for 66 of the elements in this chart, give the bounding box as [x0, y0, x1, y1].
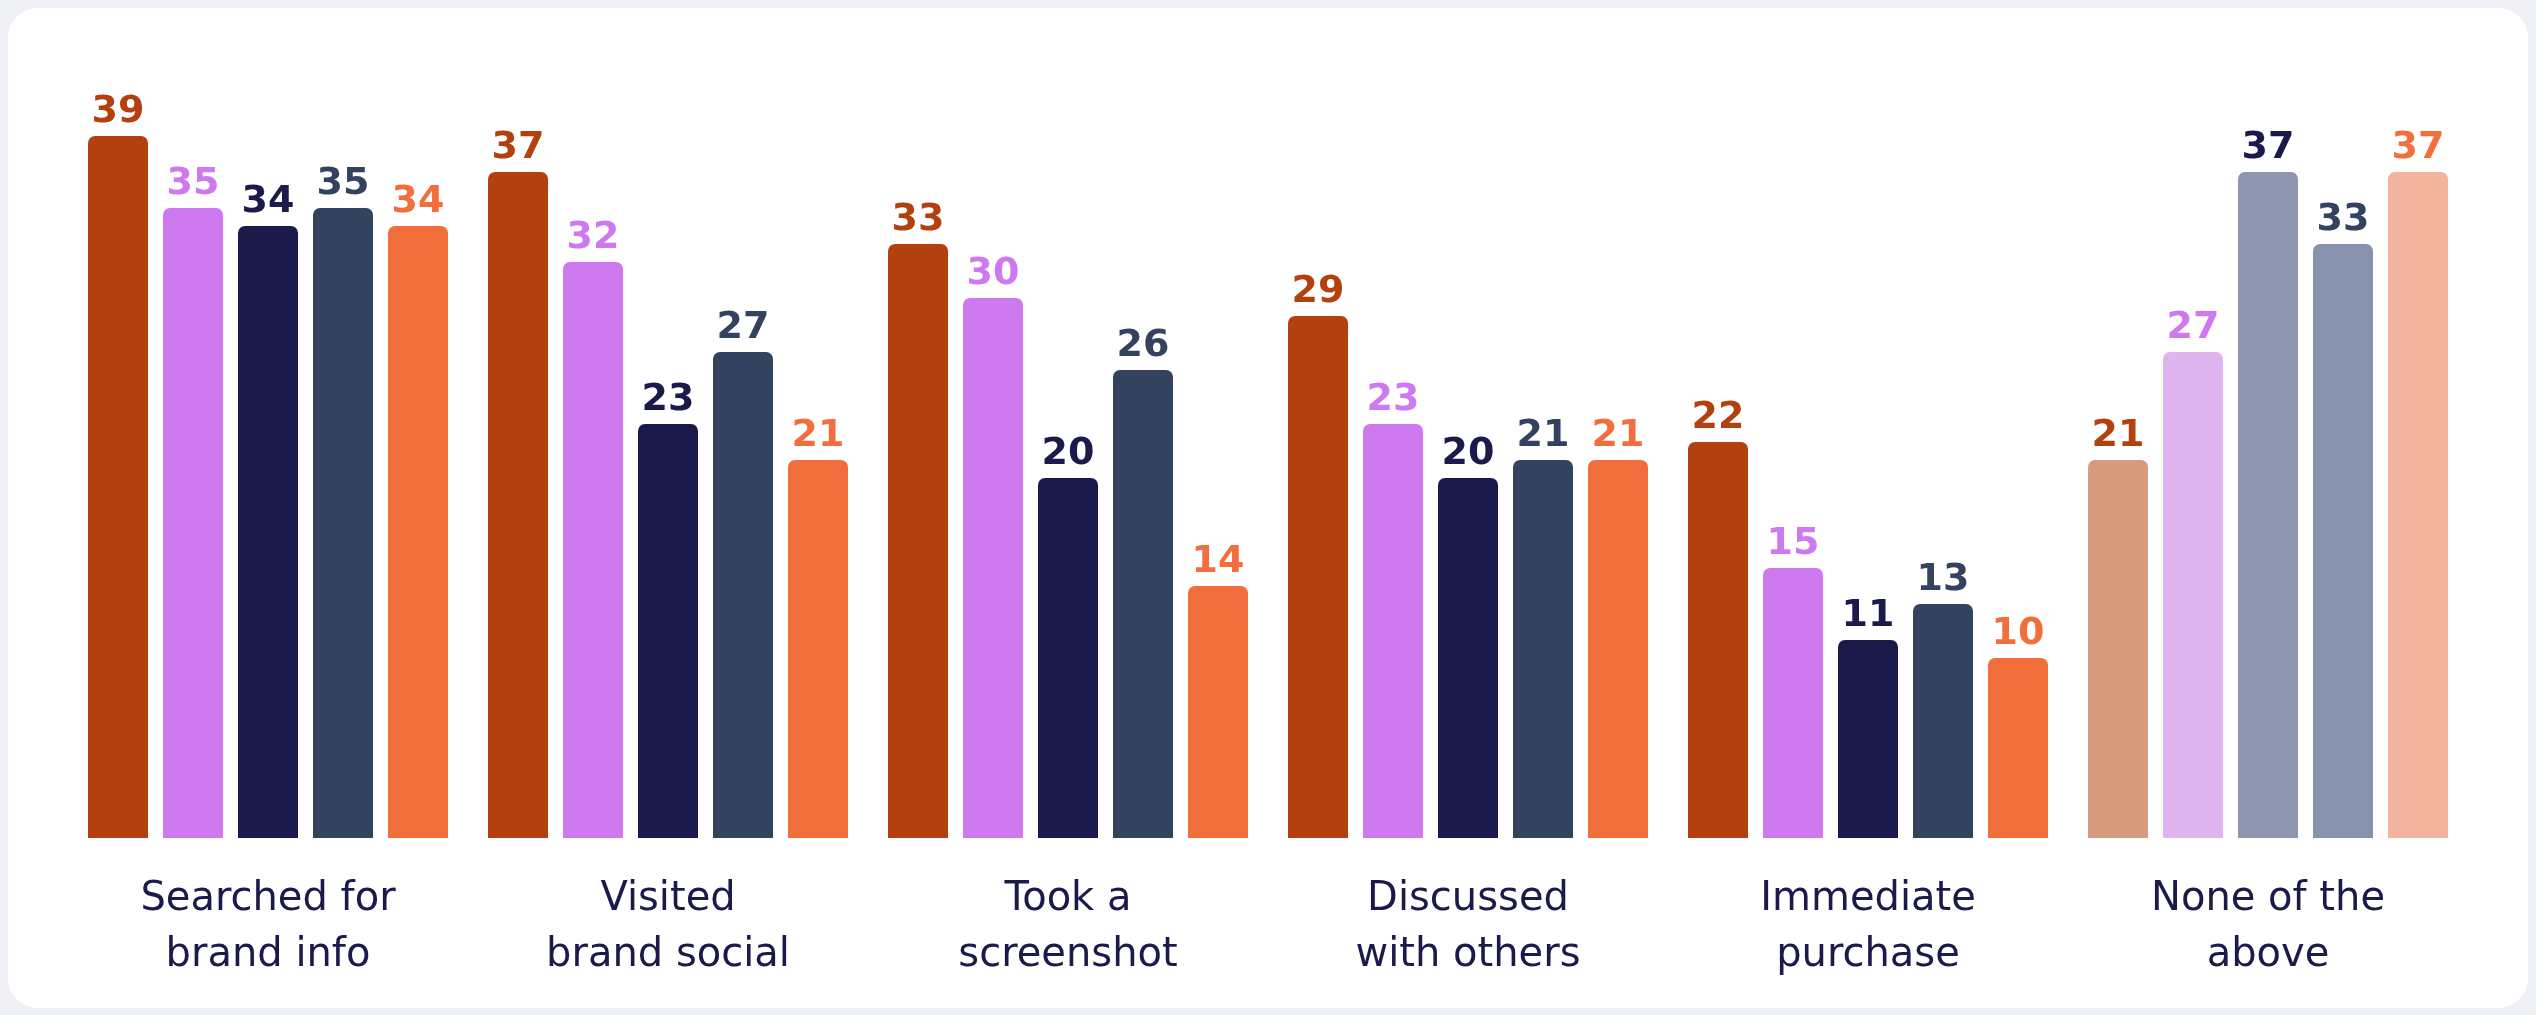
bar	[1038, 478, 1098, 838]
bar	[88, 136, 148, 838]
bar	[1588, 460, 1648, 838]
bar	[963, 298, 1023, 838]
bar	[1113, 370, 1173, 838]
data-label: 21	[1591, 411, 1645, 455]
bar	[1188, 586, 1248, 838]
data-label: 37	[491, 123, 545, 167]
bar	[1838, 640, 1898, 838]
data-label: 20	[1041, 429, 1095, 473]
bar	[888, 244, 948, 838]
data-label: 37	[2391, 123, 2445, 167]
data-label: 21	[791, 411, 845, 455]
bar	[2388, 172, 2448, 838]
data-label: 39	[91, 87, 145, 131]
data-label: 35	[316, 159, 370, 203]
data-label: 27	[2166, 303, 2220, 347]
bar	[238, 226, 298, 838]
data-label: 22	[1691, 393, 1745, 437]
bar	[713, 352, 773, 838]
bar	[1363, 424, 1423, 838]
data-label: 32	[566, 213, 620, 257]
bar	[1513, 460, 1573, 838]
data-label: 23	[1366, 375, 1420, 419]
bar	[2238, 172, 2298, 838]
bar	[1688, 442, 1748, 838]
x-tick-label: Immediate purchase	[1760, 873, 1976, 975]
data-label: 23	[641, 375, 695, 419]
data-label: 26	[1116, 321, 1170, 365]
bar	[1913, 604, 1973, 838]
x-tick-label: Took a screenshot	[958, 873, 1178, 975]
bar	[563, 262, 623, 838]
x-tick-label: Visited brand social	[546, 873, 790, 975]
x-tick-label: Searched for brand info	[140, 873, 397, 975]
bar	[2163, 352, 2223, 838]
data-label: 35	[166, 159, 220, 203]
data-label: 34	[391, 177, 445, 221]
bar	[488, 172, 548, 838]
bar	[788, 460, 848, 838]
data-label: 14	[1191, 537, 1245, 581]
bar	[1288, 316, 1348, 838]
data-label: 21	[1516, 411, 1570, 455]
x-tick-label: Discussed with others	[1355, 873, 1581, 975]
data-label: 27	[716, 303, 770, 347]
bar	[388, 226, 448, 838]
bar	[163, 208, 223, 838]
bar	[2088, 460, 2148, 838]
x-tick-label: None of the above	[2151, 873, 2385, 975]
data-label: 33	[891, 195, 945, 239]
data-label: 15	[1766, 519, 1820, 563]
data-label: 20	[1441, 429, 1495, 473]
data-label: 13	[1916, 555, 1970, 599]
data-label: 37	[2241, 123, 2295, 167]
data-label: 29	[1291, 267, 1345, 311]
data-label: 30	[966, 249, 1020, 293]
bar	[313, 208, 373, 838]
data-label: 34	[241, 177, 295, 221]
bar	[2313, 244, 2373, 838]
data-label: 21	[2091, 411, 2145, 455]
data-label: 11	[1841, 591, 1895, 635]
bar	[1438, 478, 1498, 838]
data-label: 33	[2316, 195, 2370, 239]
data-label: 10	[1991, 609, 2045, 653]
bar	[1763, 568, 1823, 838]
bar	[638, 424, 698, 838]
bar	[1988, 658, 2048, 838]
